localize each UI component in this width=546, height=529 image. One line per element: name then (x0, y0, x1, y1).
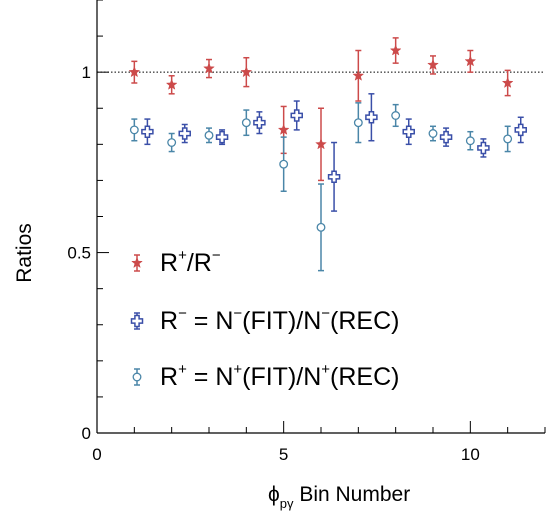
legend-entry-rminus: R− = N−(FIT)/N−(REC) (130, 305, 399, 335)
legend-entry-rplus: R+ = N+(FIT)/N+(REC) (132, 361, 399, 391)
legend-superscript: + (178, 361, 187, 378)
series-rpm (128, 37, 514, 182)
data-point-circle (316, 222, 326, 232)
data-point-star (315, 138, 327, 150)
data-point-circle (279, 159, 289, 169)
y-axis-label: Ratios (13, 223, 36, 283)
legend-text: = N (187, 307, 234, 335)
data-point-cross (253, 116, 266, 129)
legend-entry-rpm: R+/R− (131, 247, 221, 277)
legend-marker-cross (130, 314, 144, 328)
x-axis-label-symbol: ϕ (268, 483, 280, 506)
legend-text: R (160, 307, 178, 335)
data-point-star (165, 78, 178, 90)
data-point-circle (428, 129, 438, 138)
data-marks-group (128, 37, 527, 272)
data-point-cross (365, 111, 378, 124)
data-point-circle (465, 136, 475, 146)
data-point-cross (439, 130, 453, 144)
data-point-star (240, 65, 253, 78)
data-point-circle (391, 111, 401, 120)
legend-superscript: − (212, 247, 221, 264)
x-axis-label: ϕpγ Bin Number (268, 483, 410, 511)
data-point-cross (290, 109, 303, 122)
data-point-cross (327, 170, 341, 184)
legend-text: /R (187, 249, 212, 277)
data-point-cross (215, 130, 229, 144)
data-point-circle (503, 134, 513, 144)
data-point-star (203, 62, 215, 74)
legend-marker-star (131, 256, 143, 269)
legend-superscript: + (178, 247, 187, 264)
series-rplus (129, 102, 513, 272)
data-point-circle (204, 130, 214, 140)
legend-superscript: − (233, 305, 242, 322)
legend-text: (REC) (330, 307, 399, 335)
x-tick-label: 10 (461, 445, 480, 464)
data-point-circle (353, 118, 363, 128)
data-point-cross (477, 141, 490, 155)
data-point-star (352, 69, 365, 81)
legend-text: R (160, 363, 178, 391)
data-point-star (427, 58, 439, 70)
data-point-star (464, 55, 477, 67)
legend-text: R (160, 249, 178, 277)
x-axis-label-subscript: pγ (280, 496, 294, 511)
legend-marker-circle (132, 372, 142, 382)
data-point-cross (514, 123, 527, 137)
x-tick-label: 0 (92, 445, 101, 464)
legend-superscript: − (178, 305, 187, 322)
data-point-circle (167, 138, 177, 147)
tick-group: 0 5 10 0 0.5 1 (67, 0, 546, 464)
data-point-star (277, 123, 290, 135)
series-rminus (141, 93, 527, 212)
legend-superscript: − (321, 305, 330, 322)
legend-superscript: + (233, 361, 242, 378)
legend-label-rplus: R+ = N+(FIT)/N+(REC) (160, 361, 399, 391)
data-point-star (501, 76, 514, 89)
data-point-circle (241, 118, 251, 128)
y-tick-label: 1 (82, 63, 91, 82)
legend-text: (FIT)/N (242, 363, 321, 391)
legend-text: (FIT)/N (242, 307, 321, 335)
legend-superscript: + (321, 361, 330, 378)
legend-text: = N (187, 363, 234, 391)
data-point-circle (129, 125, 139, 135)
data-point-star (389, 44, 402, 56)
legend-label-rminus: R− = N−(FIT)/N−(REC) (160, 305, 399, 335)
data-point-cross (141, 125, 154, 138)
legend-label-rpm: R+/R− (160, 247, 221, 277)
legend-text: (REC) (330, 363, 399, 391)
legend: R+/R−R− = N−(FIT)/N−(REC)R+ = N+(FIT)/N+… (130, 247, 399, 391)
y-tick-label: 0 (82, 424, 91, 443)
data-point-cross (178, 127, 191, 140)
x-axis-label-text: Bin Number (294, 483, 411, 506)
data-point-cross (402, 125, 415, 138)
data-point-star (128, 65, 141, 78)
x-tick-label: 5 (279, 445, 288, 464)
y-tick-label: 0.5 (67, 244, 91, 263)
